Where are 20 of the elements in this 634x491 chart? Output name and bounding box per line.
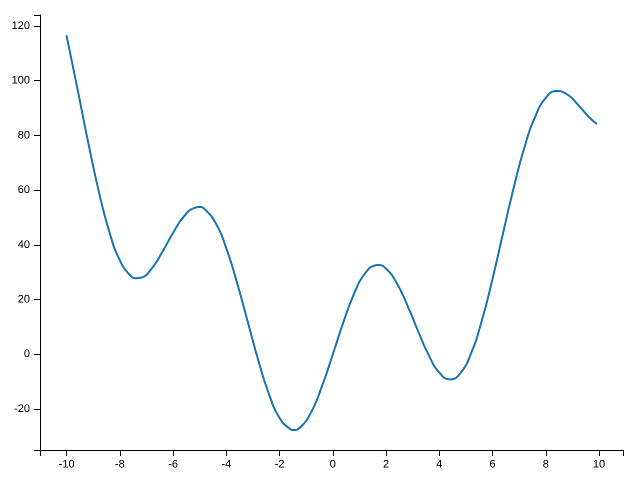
y-tick-label: 100 (12, 74, 30, 87)
x-tick-label: 6 (489, 458, 496, 470)
y-tick-label: 20 (18, 294, 30, 306)
line-series (66, 35, 598, 432)
x-tick-label: 2 (383, 458, 390, 470)
x-tick-label: 4 (436, 458, 442, 470)
y-tick-label: 40 (18, 238, 30, 251)
y-tick-label: 0 (24, 348, 30, 360)
x-tick-label: -10 (58, 458, 75, 470)
x-tick-label: -6 (168, 458, 178, 470)
x-tick-label: 0 (330, 458, 336, 470)
x-tick-label: -8 (114, 458, 125, 470)
y-tick-label: 120 (12, 20, 30, 32)
x-tick-label: -2 (274, 458, 284, 470)
y-tick-label: 80 (18, 129, 30, 142)
y-tick-label: 60 (18, 184, 30, 196)
x-tick-label: -4 (221, 458, 232, 470)
x-tick-label: 8 (542, 458, 549, 470)
y-tick-label: -20 (14, 402, 30, 415)
x-tick-label: 10 (592, 458, 606, 470)
